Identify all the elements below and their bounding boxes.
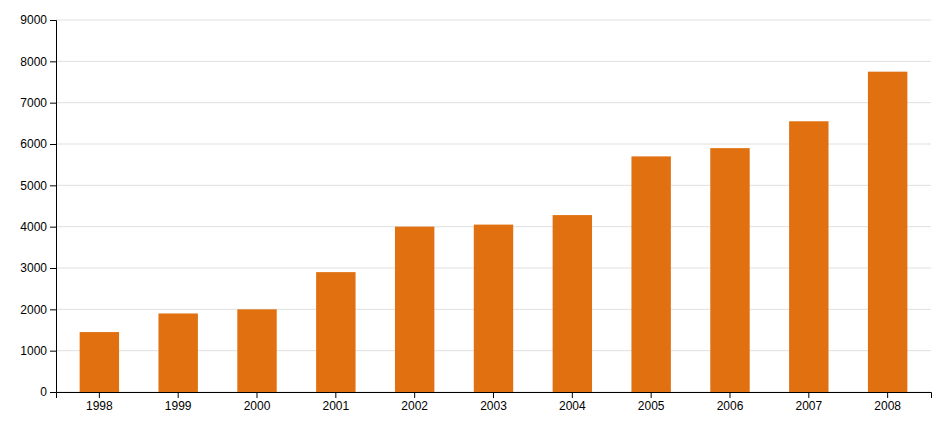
tick-label: 9000 [20, 13, 47, 27]
tick-mark [887, 392, 888, 398]
bar [316, 272, 355, 392]
tick-label: 3000 [20, 261, 47, 275]
tick-mark [50, 103, 56, 104]
axis-line [57, 393, 932, 399]
axis-line [50, 21, 57, 393]
x-tick: 2002 [401, 392, 428, 413]
x-tick: 1998 [86, 392, 113, 413]
grid-line [56, 20, 931, 21]
bar [710, 148, 749, 392]
tick-label: 2008 [874, 399, 901, 413]
bar [631, 156, 670, 392]
tick-mark [257, 392, 258, 398]
x-tick: 2007 [795, 392, 822, 413]
tick-mark [99, 392, 100, 398]
tick-mark [493, 392, 494, 398]
tick-mark [50, 61, 56, 62]
x-tick: 2001 [322, 392, 349, 413]
tick-mark [50, 20, 56, 21]
tick-mark [50, 144, 56, 145]
chart-svg: 0 1000 2000 3000 4000 5000 6000 7000 8000 9000 199… [0, 0, 951, 428]
tick-label: 5000 [20, 179, 47, 193]
chart-container: 0 1000 2000 3000 4000 5000 6000 7000 8000 9000 199… [0, 0, 951, 428]
bar [80, 332, 119, 392]
tick-label: 1999 [165, 399, 192, 413]
tick-label: 2001 [322, 399, 349, 413]
tick-label: 1998 [86, 399, 113, 413]
tick-label: 6000 [20, 137, 47, 151]
y-tick: 6000 [20, 137, 56, 151]
tick-mark [729, 392, 730, 398]
grid-line [56, 102, 931, 103]
tick-label: 2003 [480, 399, 507, 413]
tick-label: 2005 [638, 399, 665, 413]
x-axis: 1998 1999 2000 2001 2002 2003 2004 2005 2006 2007… [57, 392, 932, 413]
tick-label: 2006 [717, 399, 744, 413]
bar [789, 121, 828, 392]
x-tick: 2005 [638, 392, 665, 413]
tick-label: 7000 [20, 96, 47, 110]
y-tick: 2000 [20, 303, 56, 317]
tick-label: 0 [40, 385, 47, 399]
bar [553, 215, 592, 392]
tick-label: 8000 [20, 55, 47, 69]
x-tick: 2008 [874, 392, 901, 413]
y-tick: 7000 [20, 96, 56, 110]
tick-label: 2000 [20, 303, 47, 317]
tick-mark [572, 392, 573, 398]
tick-mark [335, 392, 336, 398]
tick-label: 4000 [20, 220, 47, 234]
x-tick: 2004 [559, 392, 586, 413]
tick-mark [50, 227, 56, 228]
tick-label: 2002 [401, 399, 428, 413]
y-tick: 9000 [20, 13, 56, 27]
tick-label: 2007 [795, 399, 822, 413]
y-tick: 0 [40, 385, 56, 399]
y-axis: 0 1000 2000 3000 4000 5000 6000 7000 8000 9000 [20, 13, 56, 399]
plot-area [80, 72, 908, 392]
tick-label: 1000 [20, 344, 47, 358]
y-tick: 8000 [20, 55, 56, 69]
x-tick: 2006 [717, 392, 744, 413]
tick-mark [50, 185, 56, 186]
x-tick: 1999 [165, 392, 192, 413]
grid [56, 20, 931, 392]
bar [237, 309, 276, 392]
y-tick: 4000 [20, 220, 56, 234]
tick-mark [651, 392, 652, 398]
bar [868, 72, 907, 392]
tick-label: 2004 [559, 399, 586, 413]
y-tick: 5000 [20, 179, 56, 193]
tick-mark [414, 392, 415, 398]
tick-mark [50, 351, 56, 352]
x-tick: 2000 [244, 392, 271, 413]
bar [474, 225, 513, 392]
tick-label: 2000 [244, 399, 271, 413]
y-tick: 1000 [20, 344, 56, 358]
tick-mark [50, 309, 56, 310]
tick-mark [50, 268, 56, 269]
tick-mark [808, 392, 809, 398]
x-tick: 2003 [480, 392, 507, 413]
bar [395, 227, 434, 392]
tick-mark [50, 392, 56, 393]
bar [158, 313, 197, 392]
y-tick: 3000 [20, 261, 56, 275]
tick-mark [178, 392, 179, 398]
grid-line [56, 61, 931, 62]
